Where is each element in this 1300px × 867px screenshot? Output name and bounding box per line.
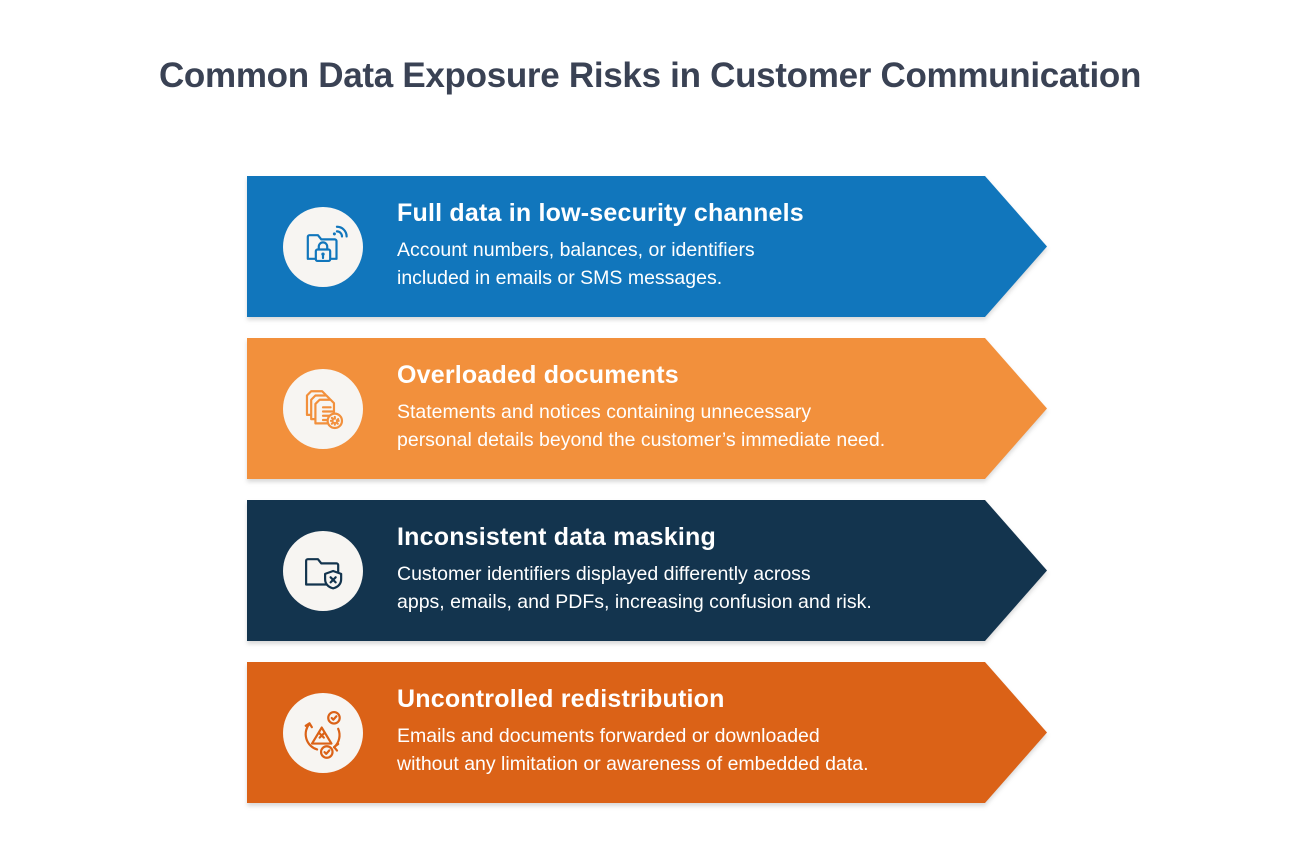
icon-circle	[283, 206, 363, 287]
risk-description: Customer identifiers displayed different…	[397, 563, 872, 613]
icon-circle	[283, 692, 363, 773]
risk-list: Full data in low-security channels Accou…	[247, 176, 1047, 803]
banner-text: Uncontrolled redistribution Emails and d…	[397, 685, 869, 780]
banner-text: Full data in low-security channels Accou…	[397, 199, 804, 294]
banner-text: Inconsistent data masking Customer ident…	[397, 523, 872, 618]
cycle-warning-icon	[304, 710, 341, 759]
risk-title: Overloaded documents	[397, 361, 679, 389]
risk-description: Account numbers, balances, or identifier…	[397, 239, 755, 289]
risk-description: Emails and documents forwarded or downlo…	[397, 725, 869, 775]
risk-banner-overloaded-documents: Overloaded documents Statements and noti…	[247, 338, 1047, 479]
folder-lock-signal-icon	[306, 225, 348, 262]
folder-shield-x-icon	[305, 557, 343, 589]
risk-banner-shape: Overloaded documents Statements and noti…	[247, 338, 1047, 479]
risk-title: Uncontrolled redistribution	[397, 685, 725, 713]
risk-title: Inconsistent data masking	[397, 523, 716, 551]
banner-text: Overloaded documents Statements and noti…	[397, 361, 885, 456]
documents-stack-clock-icon	[305, 389, 344, 429]
risk-banner-uncontrolled-redistribution: Uncontrolled redistribution Emails and d…	[247, 662, 1047, 803]
risk-banner-inconsistent-masking: Inconsistent data masking Customer ident…	[247, 500, 1047, 641]
risk-banner-low-security-channels: Full data in low-security channels Accou…	[247, 176, 1047, 317]
risk-banner-shape: Inconsistent data masking Customer ident…	[247, 500, 1047, 641]
page-title: Common Data Exposure Risks in Customer C…	[158, 56, 1142, 95]
risk-title: Full data in low-security channels	[397, 199, 804, 227]
risk-banner-shape: Full data in low-security channels Accou…	[247, 176, 1047, 317]
icon-circle	[283, 530, 363, 611]
icon-circle	[283, 368, 363, 449]
risk-description: Statements and notices containing unnece…	[397, 401, 886, 451]
risk-banner-shape: Uncontrolled redistribution Emails and d…	[247, 662, 1047, 803]
